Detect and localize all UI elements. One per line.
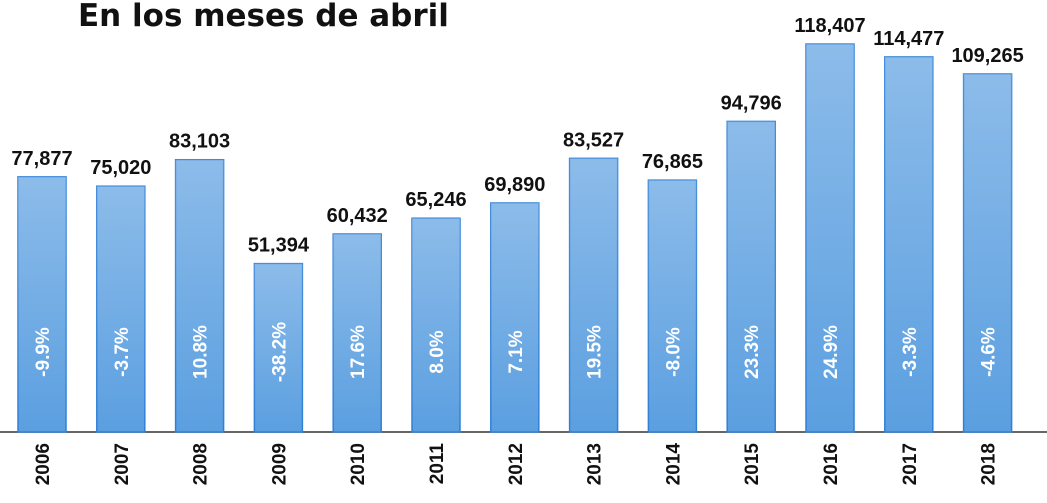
bar-shine — [333, 234, 382, 432]
chart-title: En los meses de abril — [78, 0, 449, 34]
inner-label: 10.8% — [191, 325, 212, 379]
bar-shine — [648, 180, 697, 432]
bar-shine — [18, 176, 66, 432]
value-label: 109,265 — [951, 45, 1023, 67]
x-tick-label: 2018 — [979, 443, 1000, 485]
inner-label: -3.3% — [900, 327, 921, 377]
value-label: 77,877 — [11, 148, 72, 170]
value-label: 51,394 — [248, 235, 310, 257]
bar-shine — [569, 158, 618, 432]
inner-label: -4.6% — [979, 327, 1000, 377]
inner-label: -9.9% — [33, 327, 54, 377]
value-label: 94,796 — [721, 92, 782, 114]
value-label: 83,103 — [169, 131, 230, 153]
bar-shine — [175, 159, 224, 432]
x-tick-label: 2011 — [427, 443, 448, 485]
x-tick-label: 2013 — [585, 443, 606, 485]
inner-label: 24.9% — [821, 325, 842, 379]
value-label: 76,865 — [642, 151, 703, 173]
value-label: 75,020 — [90, 157, 151, 179]
bar-shine — [96, 186, 145, 432]
x-tick-label: 2010 — [348, 443, 369, 485]
bar-shine — [412, 218, 460, 432]
bar-shine — [254, 263, 303, 432]
x-tick-label: 2017 — [900, 443, 921, 485]
x-tick-label: 2006 — [33, 443, 54, 485]
bar-shine — [884, 56, 933, 432]
inner-label: 7.1% — [506, 330, 527, 373]
value-label: 114,477 — [873, 28, 944, 50]
inner-label: -8.0% — [663, 327, 684, 377]
bar-shine — [806, 44, 854, 432]
inner-label: 19.5% — [585, 325, 606, 379]
inner-label: 23.3% — [742, 325, 763, 379]
bar-shine — [490, 203, 539, 432]
value-label: 83,527 — [563, 129, 624, 151]
value-label: 69,890 — [484, 174, 545, 196]
bar-shine — [963, 74, 1012, 432]
x-tick-label: 2007 — [112, 443, 133, 485]
x-tick-label: 2012 — [506, 443, 527, 485]
value-label: 65,246 — [405, 189, 466, 211]
x-tick-label: 2014 — [663, 443, 684, 486]
inner-label: 8.0% — [427, 330, 448, 373]
bar-shine — [727, 121, 776, 432]
inner-label: -38.2% — [269, 322, 290, 382]
x-tick-label: 2016 — [821, 443, 842, 485]
inner-label: 17.6% — [348, 325, 369, 379]
x-tick-label: 2009 — [269, 443, 290, 485]
inner-label: -3.7% — [112, 327, 133, 377]
x-tick-label: 2015 — [742, 443, 763, 486]
value-label: 60,432 — [327, 205, 388, 227]
x-tick-label: 2008 — [191, 443, 212, 485]
value-label: 118,407 — [794, 15, 865, 37]
